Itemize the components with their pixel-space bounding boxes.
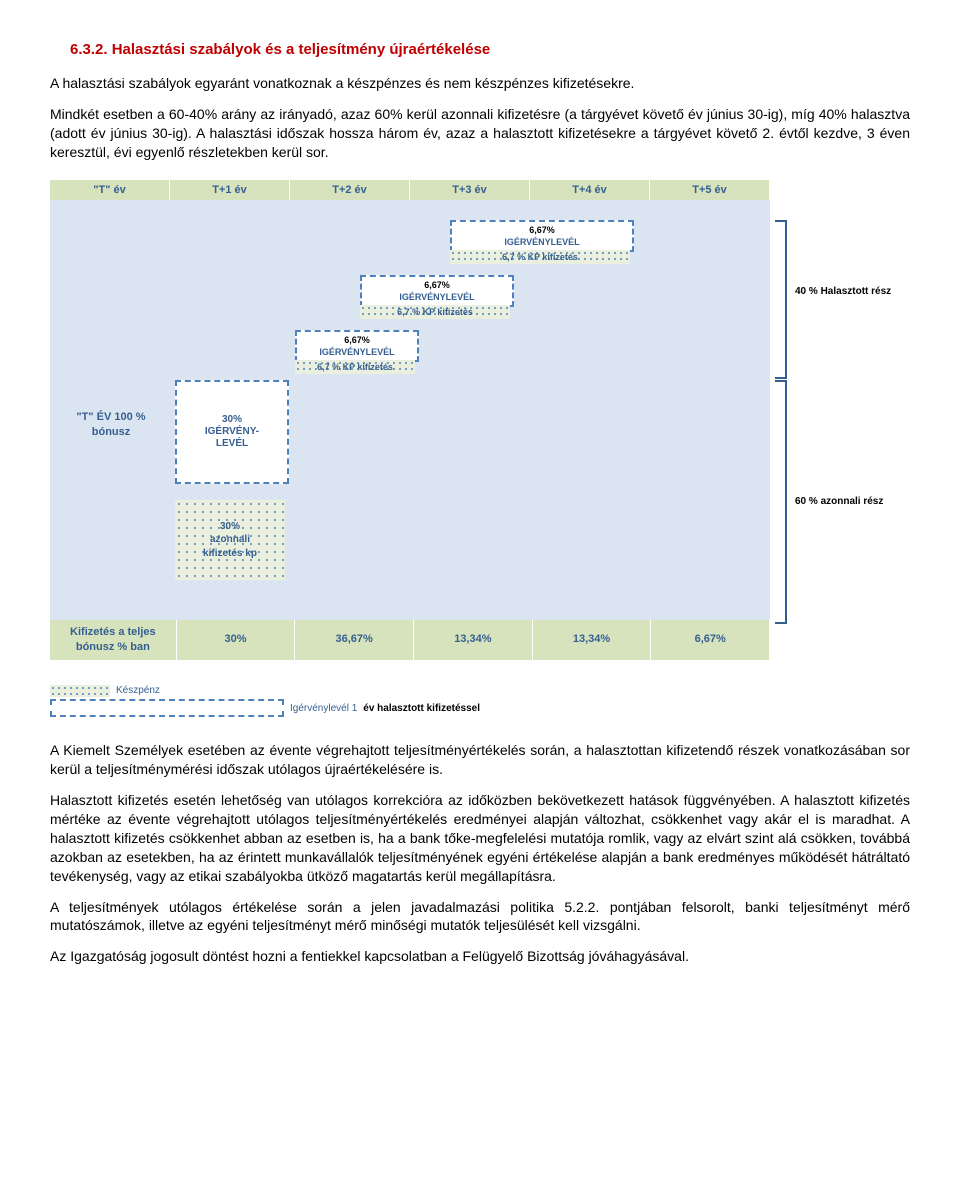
side-60-label: 60 % azonnali rész (795, 495, 905, 509)
mini-t4-pct: 6,67% (529, 224, 555, 236)
legend-ig-suffix: év halasztott kifizetéssel (363, 702, 480, 716)
hdr-t1: T+1 év (170, 180, 290, 200)
hdr-t2: T+2 év (290, 180, 410, 200)
mini-t3: 6,67% IGÉRVÉNYLEVÉL (360, 275, 514, 307)
mini-t3-lbl: IGÉRVÉNYLEVÉL (399, 291, 474, 303)
paragraph-2: Mindkét esetben a 60-40% arány az iránya… (50, 105, 910, 162)
mini-t2: 6,67% IGÉRVÉNYLEVÉL (295, 330, 419, 362)
bonus-100-label: "T" ÉV 100 % bónusz (56, 410, 166, 440)
legend-dash-icon (50, 699, 284, 717)
kp-t2: 6,7 % KP kifizetés (295, 360, 415, 374)
paragraph-1: A halasztási szabályok egyaránt vonatkoz… (50, 74, 910, 93)
bracket-40 (775, 220, 787, 379)
dot-l1: 30% (220, 520, 240, 534)
box30-pct: 30% (222, 414, 242, 426)
diagram-header-row: "T" év T+1 év T+2 év T+3 év T+4 év T+5 é… (50, 180, 770, 200)
hdr-t4: T+4 év (530, 180, 650, 200)
bracket-60 (775, 380, 787, 624)
hdr-t3: T+3 év (410, 180, 530, 200)
deferral-diagram: "T" év T+1 év T+2 év T+3 év T+4 év T+5 é… (50, 180, 910, 660)
footer-v5: 6,67% (651, 620, 770, 660)
legend-ig-text: Igérvénylevél 1 (290, 702, 357, 716)
footer-row: Kifizetés a teljes bónusz % ban 30% 36,6… (50, 620, 770, 660)
footer-v2: 36,67% (295, 620, 414, 660)
mini-t2-pct: 6,67% (344, 334, 370, 346)
legend-ig-row: Igérvénylevél 1 év halasztott kifizetéss… (50, 699, 910, 717)
legend-kp-text: Készpénz (116, 684, 160, 698)
mini-t4-lbl: IGÉRVÉNYLEVÉL (504, 236, 579, 248)
dot-l2: azonnali (210, 533, 250, 547)
box30-l2: IGÉRVÉNY- (205, 426, 259, 438)
legend: Készpénz Igérvénylevél 1 év halasztott k… (50, 684, 910, 718)
box30-l3: LEVÉL (216, 438, 248, 450)
dot-l3: kifizetés kp (203, 547, 257, 561)
footer-v1: 30% (177, 620, 296, 660)
legend-dot-icon (50, 685, 110, 697)
footer-label: Kifizetés a teljes bónusz % ban (50, 620, 177, 660)
box-30-azonnali: 30% azonnali kifizetés kp (175, 500, 285, 580)
mini-t3-pct: 6,67% (424, 279, 450, 291)
legend-kp-row: Készpénz (50, 684, 910, 698)
paragraph-5: A teljesítmények utólagos értékelése sor… (50, 898, 910, 936)
kp-t3: 6,7 % KP kifizetés (360, 305, 510, 319)
footer-v3: 13,34% (414, 620, 533, 660)
paragraph-6: Az Igazgatóság jogosult döntést hozni a … (50, 947, 910, 966)
hdr-t: "T" év (50, 180, 170, 200)
paragraph-4: Halasztott kifizetés esetén lehetőség va… (50, 791, 910, 885)
mini-t4: 6,67% IGÉRVÉNYLEVÉL (450, 220, 634, 252)
box-30-igerveny: 30% IGÉRVÉNY- LEVÉL (175, 380, 289, 484)
section-heading: 6.3.2. Halasztási szabályok és a teljesí… (50, 40, 910, 60)
footer-v4: 13,34% (533, 620, 652, 660)
kp-t4: 6,7 % KP kifizetés (450, 250, 630, 264)
mini-t2-lbl: IGÉRVÉNYLEVÉL (319, 346, 394, 358)
side-40-label: 40 % Halasztott rész (795, 285, 905, 299)
paragraph-3: A Kiemelt Személyek esetében az évente v… (50, 741, 910, 779)
hdr-t5: T+5 év (650, 180, 770, 200)
